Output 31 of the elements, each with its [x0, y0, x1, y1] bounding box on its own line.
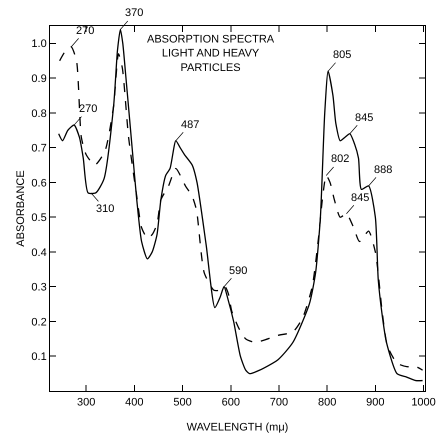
annotation: 888 [374, 164, 392, 176]
annotation: 310 [96, 203, 114, 215]
y-axis-title: ABSORBANCE [15, 170, 28, 247]
y-tick-label: 0.2 [31, 316, 47, 328]
annotation: 805 [333, 49, 352, 61]
y-tick-label: 1.0 [31, 38, 47, 50]
x-tick-label: 600 [222, 396, 240, 408]
x-axis-title: WAVELENGTH (mμ) [186, 422, 288, 434]
y-tick-label: 0.9 [31, 72, 47, 85]
x-tick-label: 500 [173, 396, 192, 408]
annotation: 845 [351, 192, 370, 204]
text: ABSORPTION SPECTRA LIGHT AND HEAVY PARTICLES [146, 33, 275, 74]
y-tick-label: 0.3 [31, 282, 47, 294]
x-tick-label: 1000 [411, 396, 436, 408]
annotation: 270 [79, 103, 98, 115]
annotation: 845 [355, 112, 374, 124]
x-tick-label: 900 [366, 396, 385, 408]
annotation: 487 [181, 119, 200, 131]
annotation: 802 [331, 153, 350, 165]
y-tick-label: 0.8 [31, 108, 47, 120]
x-tick-label: 700 [270, 396, 288, 408]
y-tick-label: 0.6 [31, 177, 47, 190]
y-tick-label: 0.5 [31, 212, 47, 224]
y-tick-label: 0.4 [31, 246, 47, 259]
y-tick-label: 0.1 [31, 351, 47, 364]
x-tick-label: 800 [318, 396, 336, 408]
annotation: 590 [229, 265, 248, 277]
x-tick-label: 400 [125, 396, 144, 408]
x-tick-label: 300 [76, 396, 96, 408]
y-tick-label: 0.7 [31, 142, 47, 155]
annotation: 370 [125, 7, 144, 19]
